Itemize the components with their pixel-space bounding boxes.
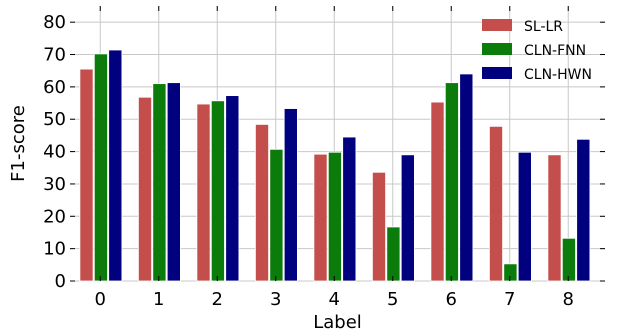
bar-cln-hwn-7 — [517, 151, 532, 282]
bar-cln-fnn-0 — [93, 53, 108, 282]
y-tick-label: 60 — [43, 77, 66, 98]
legend: SL-LR CLN-FNN CLN-HWN — [482, 19, 592, 83]
bar-sl-lr-4 — [313, 153, 328, 282]
bar-sl-lr-7 — [488, 125, 503, 282]
bar-sl-lr-1 — [137, 96, 152, 282]
x-tick-label: 5 — [387, 289, 398, 310]
bar-cln-hwn-6 — [459, 73, 474, 282]
bar-cln-fnn-6 — [444, 82, 459, 282]
x-tick-label: 2 — [212, 289, 223, 310]
x-tick-label: 8 — [563, 289, 574, 310]
bar-cln-fnn-4 — [327, 151, 342, 282]
y-tick-label: 40 — [43, 142, 66, 163]
x-tick-label: 7 — [504, 289, 515, 310]
legend-swatch-cln-hwn — [482, 67, 512, 79]
x-tick-label: 3 — [270, 289, 281, 310]
x-tick-label: 0 — [95, 289, 106, 310]
bar-cln-fnn-2 — [210, 100, 225, 282]
bar-cln-fnn-1 — [152, 83, 167, 282]
y-tick-label: 50 — [43, 109, 66, 130]
bar-cln-fnn-3 — [269, 148, 284, 282]
y-axis-label: F1-score — [8, 105, 29, 182]
y-tick-label: 30 — [43, 174, 66, 195]
bar-sl-lr-6 — [430, 101, 445, 282]
bar-cln-hwn-2 — [225, 95, 240, 282]
bar-sl-lr-2 — [196, 103, 211, 282]
bars — [79, 49, 591, 282]
tick-labels: 0 10 20 30 40 50 60 70 80 0 1 2 3 4 5 6 7 8 — [43, 12, 574, 310]
bar-sl-lr-8 — [547, 154, 562, 282]
bar-cln-hwn-5 — [400, 154, 415, 282]
y-tick-label: 70 — [43, 45, 66, 66]
x-tick-label: 1 — [153, 289, 164, 310]
x-axis-label: Label — [313, 312, 362, 330]
x-tick-label: 6 — [446, 289, 457, 310]
y-tick-label: 10 — [43, 239, 66, 260]
bar-cln-hwn-0 — [108, 49, 123, 282]
legend-label-sl-lr: SL-LR — [524, 19, 563, 35]
legend-label-cln-fnn: CLN-FNN — [524, 43, 586, 59]
y-tick-label: 20 — [43, 206, 66, 227]
legend-swatch-cln-fnn — [482, 43, 512, 55]
axis-ticks — [70, 6, 605, 282]
bar-cln-fnn-7 — [503, 263, 518, 282]
bar-sl-lr-0 — [79, 68, 94, 282]
bar-cln-hwn-3 — [283, 108, 298, 282]
bar-cln-hwn-4 — [342, 136, 357, 282]
bar-cln-fnn-5 — [386, 226, 401, 282]
bar-sl-lr-3 — [254, 124, 269, 282]
bar-cln-hwn-8 — [576, 138, 591, 282]
bar-sl-lr-5 — [371, 171, 386, 282]
x-tick-label: 4 — [329, 289, 340, 310]
y-tick-label: 80 — [43, 12, 66, 33]
legend-swatch-sl-lr — [482, 19, 512, 31]
legend-label-cln-hwn: CLN-HWN — [524, 67, 592, 83]
bar-cln-hwn-1 — [166, 82, 181, 282]
y-tick-label: 0 — [55, 271, 66, 292]
bar-cln-fnn-8 — [561, 237, 576, 282]
